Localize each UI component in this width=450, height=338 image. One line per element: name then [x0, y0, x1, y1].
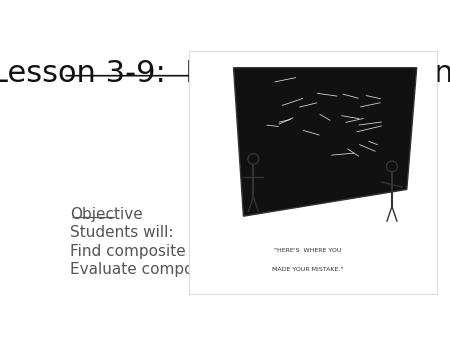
Text: Lesson 3-9:  More On Functions: Lesson 3-9: More On Functions: [0, 59, 450, 88]
Text: Evaluate composite functions for a given value: Evaluate composite functions for a given…: [70, 262, 431, 277]
Text: "HERE'S  WHERE YOU: "HERE'S WHERE YOU: [274, 248, 342, 253]
Text: Students will:: Students will:: [70, 225, 174, 240]
Polygon shape: [234, 68, 417, 216]
Text: Objective: Objective: [70, 207, 143, 222]
Text: MADE YOUR MISTAKE.": MADE YOUR MISTAKE.": [272, 267, 343, 272]
Text: Find composite functions: Find composite functions: [70, 244, 261, 259]
